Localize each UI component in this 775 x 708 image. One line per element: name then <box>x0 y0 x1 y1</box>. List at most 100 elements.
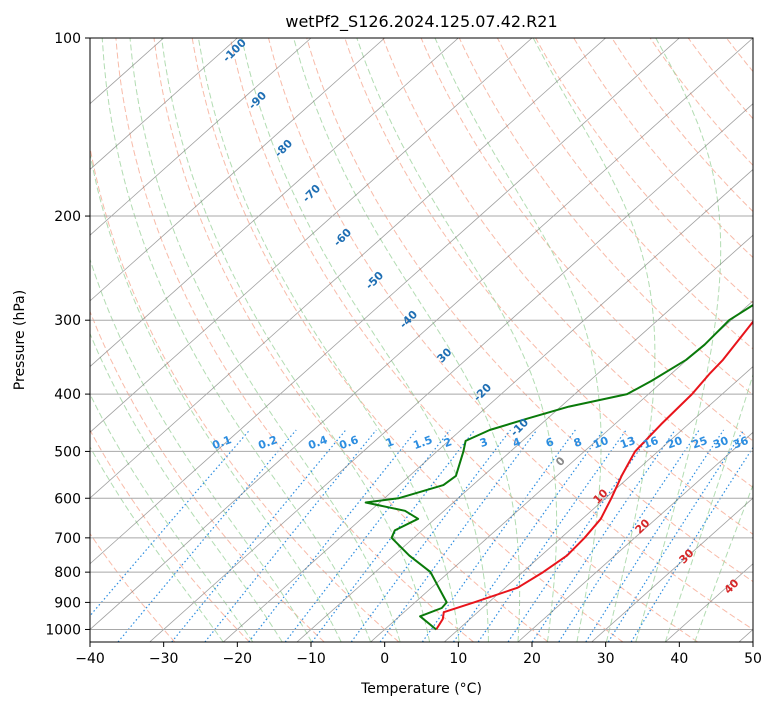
y-tick-label: 600 <box>54 491 81 507</box>
y-tick-label: 100 <box>54 31 81 47</box>
y-tick-label: 1000 <box>45 622 81 638</box>
mixing-ratio-line <box>117 429 297 642</box>
isotherm-line <box>90 38 533 433</box>
mixing-ratio-line <box>477 429 627 642</box>
mixing-ratio-label: 2 <box>442 435 454 450</box>
mixing-ratio-label: 6 <box>544 435 556 450</box>
mixing-ratio-label: 0.1 <box>210 433 233 452</box>
mixing-ratio-label: 10 <box>591 434 610 452</box>
profile-series <box>364 303 753 631</box>
isotherm-line <box>90 38 385 302</box>
moist-adiabat-line <box>197 38 460 642</box>
y-tick-label: 800 <box>54 565 81 581</box>
dry-adiabat-line <box>90 429 250 642</box>
moist-adiabat-line <box>694 483 753 642</box>
chart-title: wetPf2_S126.2024.125.07.42.R21 <box>285 12 557 32</box>
isotherm-line <box>90 38 680 565</box>
moist-adiabat-line <box>434 38 602 642</box>
mixing-ratio-label: 1.5 <box>411 433 434 452</box>
mixing-ratio-label: 3 <box>478 435 490 450</box>
dry-adiabat-line <box>153 38 549 642</box>
isotherm-line <box>90 38 238 170</box>
x-tick-label: 0 <box>380 651 389 667</box>
moist-adiabat-line <box>664 373 753 642</box>
x-tick-label: −30 <box>149 651 179 667</box>
y-tick-label: 200 <box>54 209 81 225</box>
temperature-profile-line <box>435 320 753 631</box>
dewpoint-profile-line <box>364 303 753 631</box>
mixing-ratio-label: 25 <box>690 434 709 451</box>
y-tick-label: 700 <box>54 531 81 547</box>
moist-adiabat-line <box>635 38 722 642</box>
x-tick-label: −20 <box>223 651 253 667</box>
x-tick-label: 20 <box>523 651 541 667</box>
mixing-ratio-line <box>607 429 745 642</box>
mixing-ratio-line <box>311 429 476 642</box>
mixing-ratio-label: 1 <box>384 435 396 450</box>
isotherm-line <box>90 38 312 236</box>
dry-adiabat-line <box>268 38 753 631</box>
isotherm-line <box>517 431 753 642</box>
mixing-ratio-label: 8 <box>572 435 584 450</box>
x-tick-label: −40 <box>75 651 105 667</box>
x-tick-label: 10 <box>449 651 467 667</box>
y-tick-label: 500 <box>54 444 81 460</box>
dry-adiabat-line <box>458 38 753 396</box>
mixing-ratio-label: 0.6 <box>337 433 360 452</box>
isotherm-line <box>90 38 459 368</box>
x-tick-label: 40 <box>670 651 688 667</box>
y-tick-label: 900 <box>54 595 81 611</box>
mixing-ratio-label: 30 <box>711 434 730 452</box>
moist-adiabat-line <box>356 38 558 642</box>
mixing-ratio-label: 16 <box>641 434 660 452</box>
moist-adiabat-line <box>532 38 656 642</box>
mixing-ratio-line <box>171 429 347 642</box>
isotherm-line <box>296 234 753 642</box>
mixing-ratio-line <box>558 429 700 642</box>
moist-adiabat-line <box>293 38 521 642</box>
mixing-ratio-label: 20 <box>665 434 684 452</box>
plot-area <box>90 38 753 642</box>
y-axis-label: Pressure (hPa) <box>12 290 28 390</box>
mixing-ratio-line <box>284 429 451 642</box>
mixing-ratio-line <box>204 429 377 642</box>
isotherm-line <box>591 497 753 642</box>
moist-adiabat-line <box>90 332 283 642</box>
moist-adiabat-line <box>90 150 342 642</box>
mixing-ratio-line <box>585 429 725 642</box>
moist-adiabat-line <box>90 257 313 642</box>
isotherm-line <box>223 168 753 642</box>
dry-adiabat-line <box>90 532 176 642</box>
moist-adiabat-line <box>90 393 254 642</box>
isotherm-line <box>90 38 606 499</box>
mixing-ratio-label: 0.4 <box>306 433 329 452</box>
mixing-ratio-label: 36 <box>731 434 750 452</box>
x-tick-label: 50 <box>744 651 762 667</box>
y-tick-label: 300 <box>54 313 81 329</box>
isotherm-line <box>90 38 753 631</box>
isotherm-line <box>444 366 753 642</box>
y-tick-label: 400 <box>54 387 81 403</box>
dry-adiabat-line <box>90 144 400 642</box>
dry-adiabat-line <box>496 38 753 350</box>
plot-frame <box>89 37 754 643</box>
dry-adiabat-line <box>420 38 753 442</box>
moist-adiabat-line <box>101 38 372 642</box>
mixing-ratio-label: 13 <box>618 434 637 451</box>
dry-adiabat-line <box>115 38 474 642</box>
dry-adiabat-line <box>229 38 698 642</box>
x-tick-label: −10 <box>296 651 326 667</box>
mixing-ratio-line <box>350 429 511 642</box>
moist-adiabat-line <box>241 38 489 642</box>
x-tick-label: 30 <box>597 651 615 667</box>
mixing-ratio-label: 0.2 <box>256 433 279 452</box>
mixing-ratio-label: 4 <box>511 435 523 450</box>
mixing-ratio-line <box>248 429 418 642</box>
moist-adiabat-line <box>90 445 224 642</box>
moist-adiabat-line <box>129 38 401 642</box>
mixing-ratio-line <box>379 429 538 642</box>
x-axis-label: Temperature (°C) <box>360 681 482 697</box>
axis-ticks: −40 −30 −20 −10 0 10 20 30 40 5010020030040050060… <box>45 31 762 667</box>
grid-lines <box>90 38 753 642</box>
